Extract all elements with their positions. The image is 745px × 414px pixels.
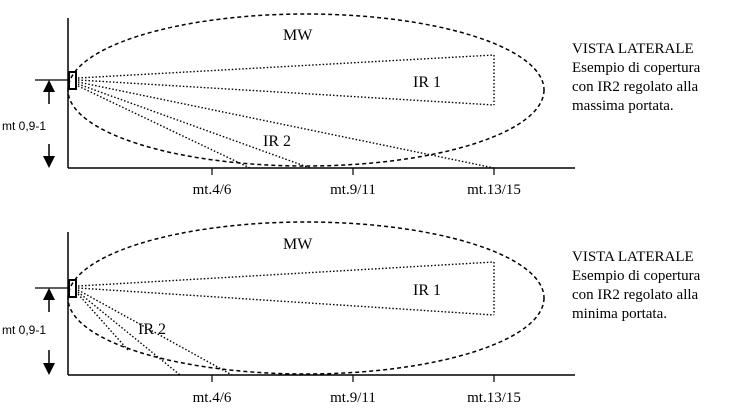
ir1-label: IR 1 [413, 74, 441, 91]
tick-label: mt.13/15 [467, 390, 521, 406]
mw-coverage-ellipse [67, 221, 545, 375]
mw-label: MW [283, 27, 313, 44]
caption-line: Esempio di copertura [572, 268, 701, 284]
tick-label: mt.4/6 [193, 182, 232, 198]
ir1-beam [77, 261, 495, 316]
caption-line: con IR2 regolato alla [572, 79, 699, 95]
tick-label: mt.13/15 [467, 182, 521, 198]
tick-label: mt.4/6 [193, 390, 232, 406]
sensor-device [68, 279, 77, 298]
caption-line: con IR2 regolato alla [572, 287, 699, 303]
caption-panel-2: VISTA LATERALE Esempio di copertura con … [572, 248, 700, 324]
caption-line: minima portata. [572, 306, 667, 322]
tick-label: mt.9/11 [330, 182, 376, 198]
mw-coverage-ellipse [67, 13, 545, 167]
mw-label: MW [283, 236, 313, 253]
height-label: mt 0,9-1 [2, 323, 46, 337]
ir2-beam [77, 81, 495, 169]
caption-line: VISTA LATERALE [572, 249, 694, 265]
ir1-label: IR 1 [413, 282, 441, 299]
ir2-beam [77, 289, 233, 376]
caption-line: Esempio di copertura [572, 60, 701, 76]
caption-panel-1: VISTA LATERALE Esempio di copertura con … [572, 40, 700, 116]
ir1-beam [77, 54, 495, 106]
panel-minima-portata: MW IR 1 IR 2 mt 0,9-1 mt.4/6 mt.9/11 mt.… [2, 221, 575, 406]
panel-massima-portata: MW IR 1 IR 2 mt 0,9-1 mt.4/6 mt.9/11 mt.… [2, 13, 575, 198]
height-label: mt 0,9-1 [2, 119, 46, 133]
ir2-label: IR 2 [138, 321, 166, 338]
tick-label: mt.9/11 [330, 390, 376, 406]
caption-line: VISTA LATERALE [572, 41, 694, 57]
caption-line: massima portata. [572, 98, 674, 114]
sensor-device [68, 71, 77, 90]
ir2-label: IR 2 [263, 133, 291, 150]
